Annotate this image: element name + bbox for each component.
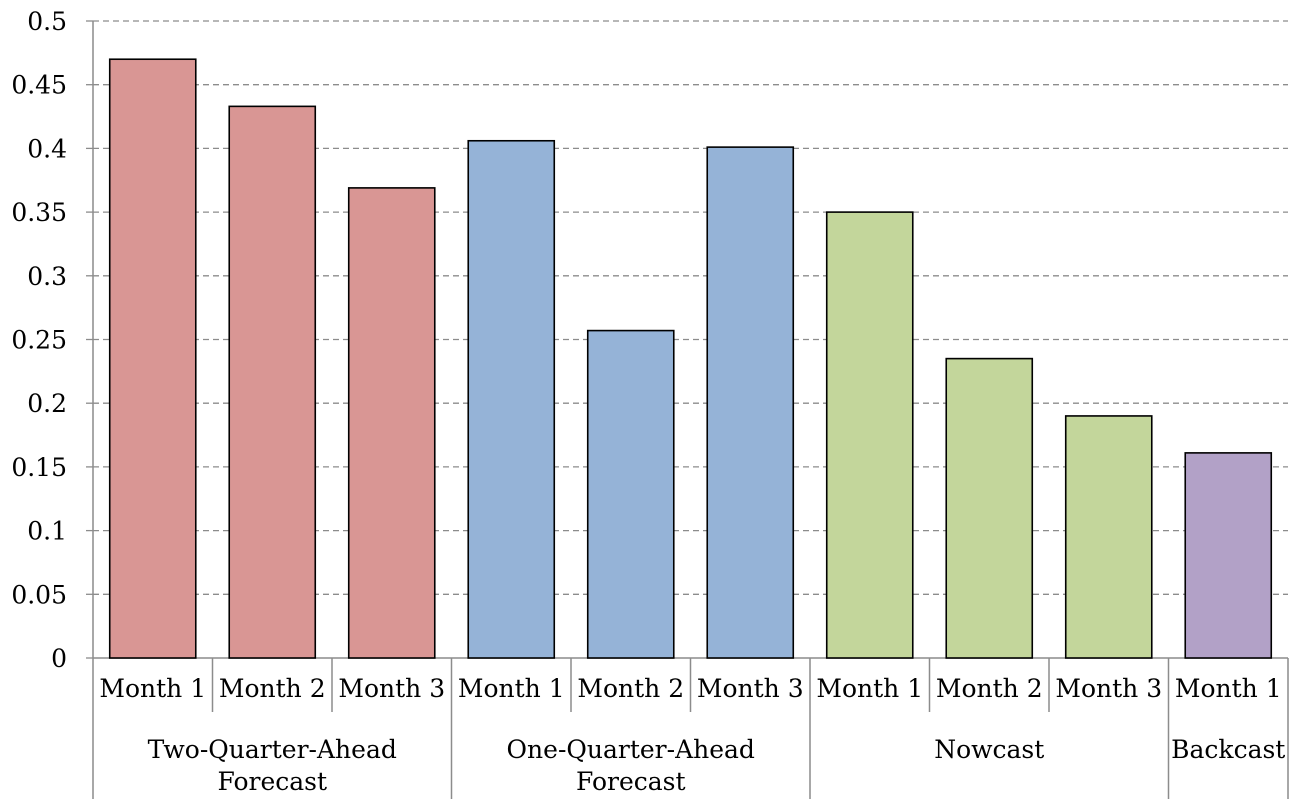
y-tick-label: 0.1 — [27, 517, 67, 546]
x-group-label: Backcast — [1171, 735, 1285, 764]
bar — [1184, 452, 1273, 659]
y-tick-label: 0.3 — [27, 262, 67, 291]
x-group-label: One-Quarter-Ahead — [507, 735, 755, 764]
y-tick-label: 0 — [51, 644, 67, 673]
x-category-label: Month 3 — [1055, 674, 1162, 703]
y-tick-label: 0.5 — [27, 7, 67, 36]
x-category-label: Month 3 — [697, 674, 804, 703]
bars — [108, 58, 1273, 659]
x-group-labels: Two-Quarter-Ahead Forecast One-Quarter-Ahe… — [148, 735, 1286, 796]
y-tick-label: 0.4 — [27, 134, 67, 163]
x-category-label: Month 1 — [1175, 674, 1282, 703]
y-tick-label: 0.45 — [11, 71, 67, 100]
x-category-label: Month 3 — [338, 674, 445, 703]
bar — [945, 357, 1034, 659]
x-category-label: Month 1 — [458, 674, 565, 703]
y-tick-label: 0.35 — [11, 198, 67, 227]
x-category-label: Month 1 — [816, 674, 923, 703]
x-group-label: Two-Quarter-Ahead — [148, 735, 397, 764]
x-group-label: Forecast — [217, 767, 327, 796]
bar — [467, 139, 556, 659]
bar — [825, 211, 914, 659]
x-category-label: Month 2 — [936, 674, 1043, 703]
x-category-label: Month 2 — [219, 674, 326, 703]
bar — [586, 329, 675, 659]
y-tick-label: 0.15 — [11, 453, 67, 482]
x-category-label: Month 2 — [577, 674, 684, 703]
x-category-label: Month 1 — [99, 674, 206, 703]
bar — [347, 187, 436, 659]
bar — [228, 105, 317, 659]
bar — [108, 58, 197, 659]
y-tick-label: 0.05 — [11, 580, 67, 609]
x-category-labels: Month 1 Month 2 Month 3 Month 1 Month 2 Month… — [99, 674, 1281, 703]
x-group-label: Forecast — [576, 767, 686, 796]
y-tick-label: 0.25 — [11, 326, 67, 355]
y-tick-label: 0.2 — [27, 389, 67, 418]
y-tick-labels: 0 0.05 0.1 0.15 0.2 0.25 0.3 0.35 0.4 0.45 0.5 — [11, 7, 67, 673]
bar — [1064, 415, 1153, 659]
x-group-label: Nowcast — [934, 735, 1044, 764]
bar — [706, 146, 795, 659]
